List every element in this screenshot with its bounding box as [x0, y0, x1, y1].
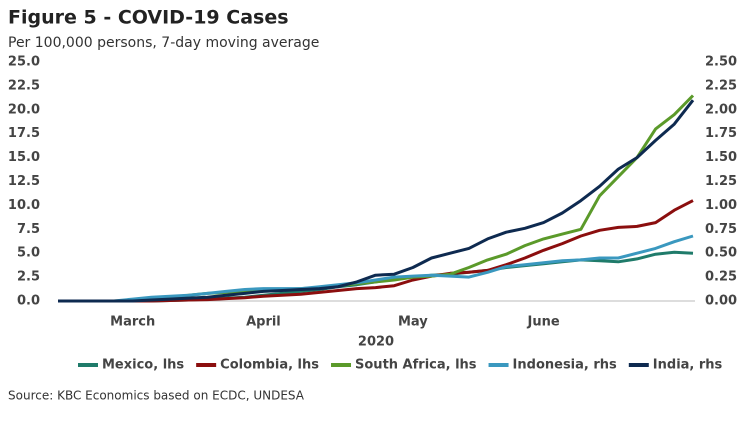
- y-tick-label: 7.5: [17, 222, 40, 237]
- series-line: [58, 99, 695, 303]
- legend-label: Colombia, lhs: [220, 358, 319, 373]
- x-tick-label: June: [527, 315, 560, 330]
- source: Source: KBC Economics based on ECDC, UND…: [8, 389, 305, 403]
- legend-label: South Africa, lhs: [355, 358, 477, 373]
- y-tick-label: 25.0: [8, 55, 40, 70]
- y2-tick-label: 0.25: [705, 270, 737, 285]
- y2-tick-label: 2.25: [705, 78, 737, 93]
- x-tick-label: April: [246, 315, 281, 330]
- series-line: [58, 234, 694, 303]
- x-tick-label: May: [398, 315, 428, 330]
- series-line: [58, 94, 695, 303]
- y-tick-label: 10.0: [8, 198, 40, 213]
- legend-label: Indonesia, rhs: [513, 358, 617, 373]
- y2-tick-label: 1.00: [705, 198, 737, 213]
- y-tick-label: 20.0: [8, 102, 40, 117]
- y-tick-label: 22.5: [8, 78, 40, 93]
- y2-tick-label: 0.75: [705, 222, 737, 237]
- legend-label: India, rhs: [653, 358, 723, 373]
- y-tick-label: 17.5: [8, 126, 40, 141]
- y2-tick-label: 2.00: [705, 102, 737, 117]
- y2-tick-label: 1.25: [705, 174, 737, 189]
- series-line: [58, 199, 694, 303]
- y-tick-label: 5.0: [17, 246, 40, 261]
- y-tick-label: 12.5: [8, 174, 40, 189]
- y-tick-label: 15.0: [8, 150, 40, 165]
- y2-tick-label: 0.00: [705, 294, 737, 309]
- y-tick-label: 0.0: [17, 294, 40, 309]
- legend-label: Mexico, lhs: [102, 358, 184, 373]
- y2-tick-label: 2.50: [705, 55, 737, 70]
- x-tick-label: March: [110, 315, 155, 330]
- x-axis-label: 2020: [358, 335, 394, 350]
- chart-title: Figure 5 - COVID-19 Cases: [8, 7, 289, 29]
- y2-tick-label: 1.75: [705, 126, 737, 141]
- chart-subtitle: Per 100,000 persons, 7-day moving averag…: [8, 35, 319, 51]
- y-tick-label: 2.5: [17, 270, 40, 285]
- y2-tick-label: 0.50: [705, 246, 737, 261]
- y2-tick-label: 1.50: [705, 150, 737, 165]
